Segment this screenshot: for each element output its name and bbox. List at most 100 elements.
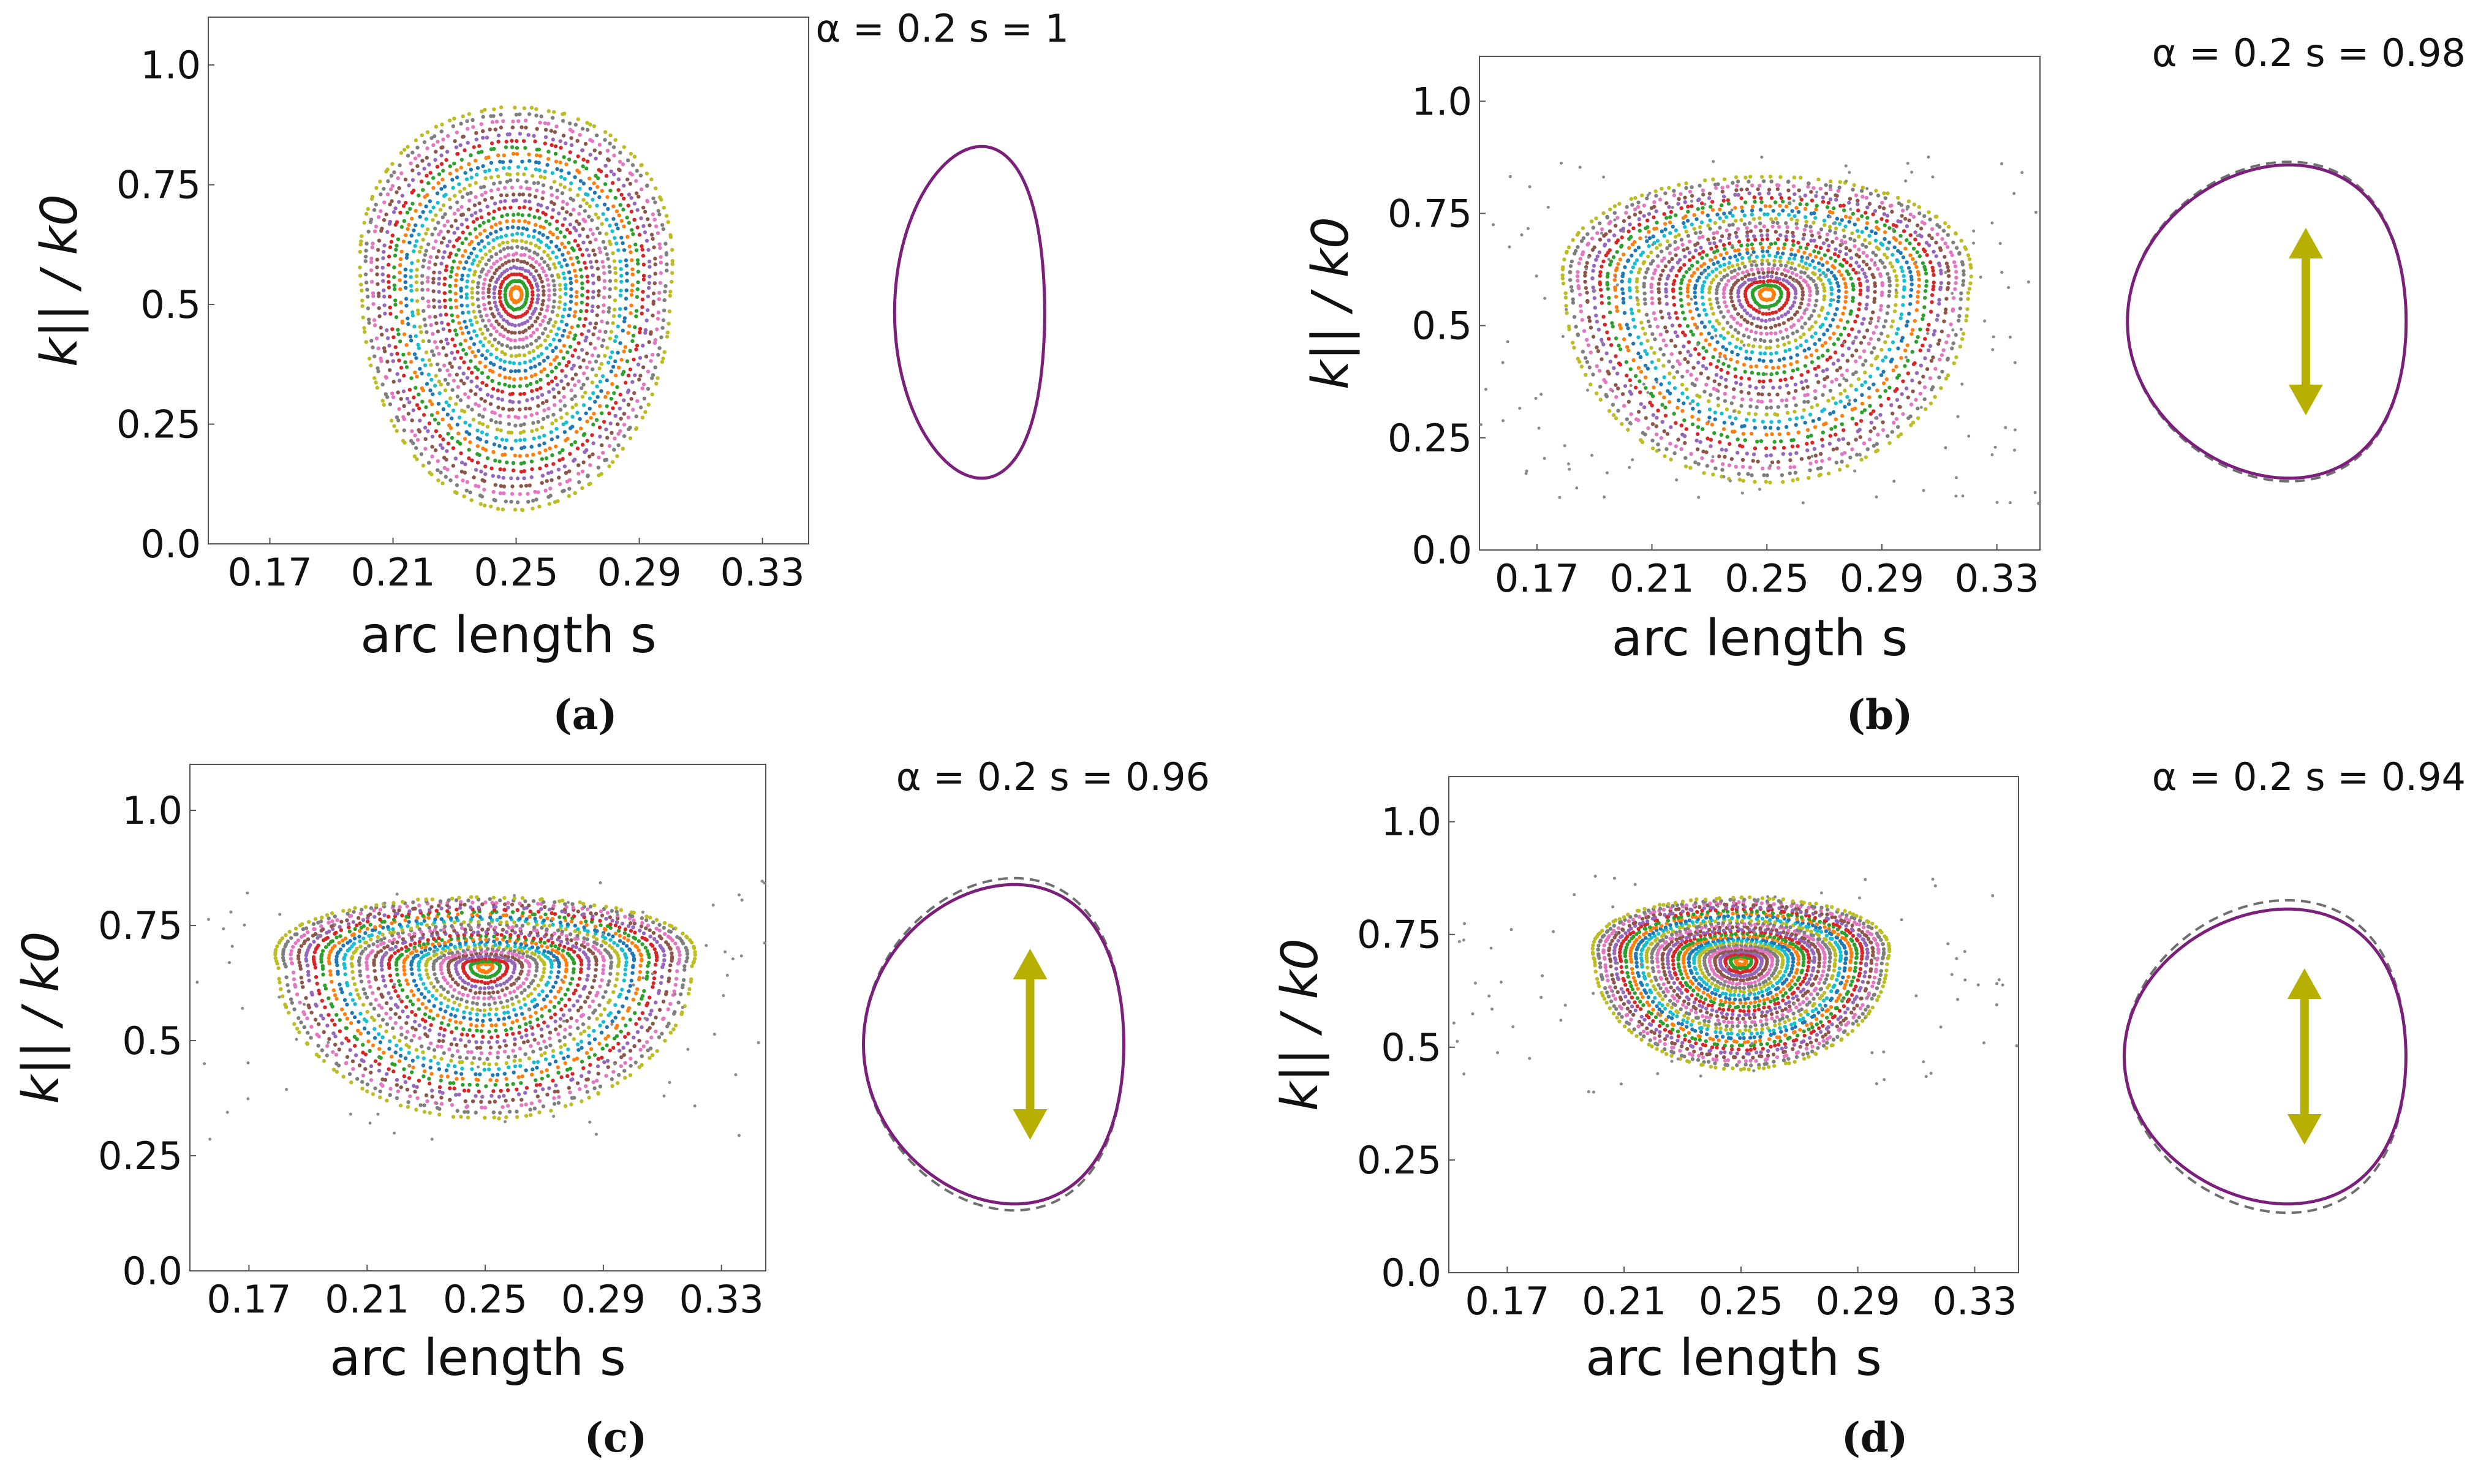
section-point bbox=[1684, 427, 1689, 431]
section-point bbox=[421, 339, 426, 344]
section-point bbox=[1708, 285, 1712, 290]
section-point bbox=[1828, 187, 1833, 192]
section-point bbox=[1756, 399, 1761, 404]
section-point bbox=[1921, 317, 1925, 322]
section-point bbox=[455, 423, 459, 427]
section-point bbox=[1860, 363, 1865, 367]
section-point bbox=[483, 277, 487, 282]
section-point bbox=[635, 344, 640, 348]
section-point bbox=[550, 379, 554, 383]
section-point bbox=[1754, 263, 1759, 268]
section-point bbox=[1901, 295, 1906, 299]
chaotic-point bbox=[2012, 448, 2016, 452]
section-point bbox=[1742, 317, 1747, 322]
section-point bbox=[484, 440, 489, 444]
section-point bbox=[585, 127, 590, 132]
section-point bbox=[657, 212, 662, 217]
section-point bbox=[1680, 382, 1685, 387]
section-point bbox=[1818, 325, 1823, 329]
section-point bbox=[1761, 420, 1765, 424]
section-point bbox=[499, 428, 503, 432]
section-point bbox=[1861, 250, 1866, 255]
section-point bbox=[430, 434, 435, 439]
section-point bbox=[1773, 200, 1778, 205]
section-point bbox=[580, 486, 584, 491]
section-point bbox=[592, 181, 596, 186]
section-point bbox=[1653, 366, 1658, 371]
section-point bbox=[410, 429, 414, 434]
section-point bbox=[599, 169, 603, 173]
section-point bbox=[453, 139, 457, 143]
section-point bbox=[1784, 404, 1789, 409]
section-point bbox=[638, 173, 643, 178]
section-point bbox=[1954, 355, 1959, 360]
section-point bbox=[1739, 404, 1743, 408]
section-point bbox=[1579, 309, 1584, 314]
section-point bbox=[502, 367, 507, 372]
section-point bbox=[433, 227, 437, 231]
section-point bbox=[483, 399, 487, 404]
section-point bbox=[465, 304, 470, 308]
section-point bbox=[1778, 255, 1783, 260]
section-point bbox=[1928, 260, 1933, 265]
section-point bbox=[559, 319, 564, 324]
section-point bbox=[650, 352, 655, 357]
section-point bbox=[1810, 325, 1815, 329]
section-point bbox=[628, 348, 632, 353]
section-point bbox=[1901, 412, 1905, 416]
section-point bbox=[555, 383, 559, 387]
section-point bbox=[1953, 264, 1958, 268]
section-point bbox=[521, 429, 526, 434]
section-point bbox=[1581, 226, 1585, 230]
section-point bbox=[1791, 304, 1795, 308]
section-point bbox=[531, 265, 536, 269]
section-point bbox=[645, 183, 649, 187]
section-point bbox=[436, 478, 440, 483]
section-point bbox=[1572, 345, 1576, 350]
chaotic-point bbox=[1914, 260, 1917, 264]
section-point bbox=[503, 375, 507, 380]
section-point bbox=[1802, 348, 1807, 353]
section-point bbox=[444, 475, 448, 479]
section-point bbox=[1778, 263, 1783, 268]
section-point bbox=[458, 398, 463, 402]
section-point bbox=[1818, 235, 1822, 239]
section-point bbox=[410, 261, 414, 265]
section-point bbox=[388, 219, 393, 224]
section-point bbox=[1624, 360, 1629, 364]
section-point bbox=[471, 220, 476, 224]
section-point bbox=[404, 233, 408, 238]
section-point bbox=[414, 138, 418, 143]
section-point bbox=[1845, 260, 1849, 265]
section-point bbox=[1962, 269, 1966, 273]
section-point bbox=[597, 455, 601, 460]
section-point bbox=[1633, 213, 1638, 217]
section-point bbox=[492, 442, 497, 446]
section-point bbox=[612, 172, 616, 176]
section-point bbox=[1827, 225, 1832, 229]
section-point bbox=[1899, 356, 1903, 360]
section-point bbox=[561, 119, 565, 123]
section-point bbox=[398, 287, 402, 292]
section-point bbox=[1640, 193, 1644, 198]
section-point bbox=[505, 319, 509, 324]
section-point bbox=[543, 314, 547, 319]
section-point bbox=[1891, 411, 1895, 416]
section-point bbox=[442, 282, 447, 287]
section-point bbox=[1682, 274, 1686, 279]
section-point bbox=[1933, 366, 1938, 371]
chaotic-point bbox=[1931, 175, 1935, 179]
section-point bbox=[657, 290, 662, 295]
section-point bbox=[555, 435, 560, 439]
section-point bbox=[1751, 250, 1756, 254]
section-point bbox=[492, 497, 496, 502]
section-point bbox=[467, 198, 472, 203]
section-point bbox=[1820, 409, 1824, 413]
section-point bbox=[1745, 243, 1750, 247]
section-point bbox=[550, 369, 554, 374]
section-point bbox=[483, 190, 488, 195]
section-point bbox=[1679, 447, 1683, 451]
section-point bbox=[625, 177, 630, 182]
section-point bbox=[1817, 473, 1821, 478]
section-point bbox=[485, 393, 490, 397]
